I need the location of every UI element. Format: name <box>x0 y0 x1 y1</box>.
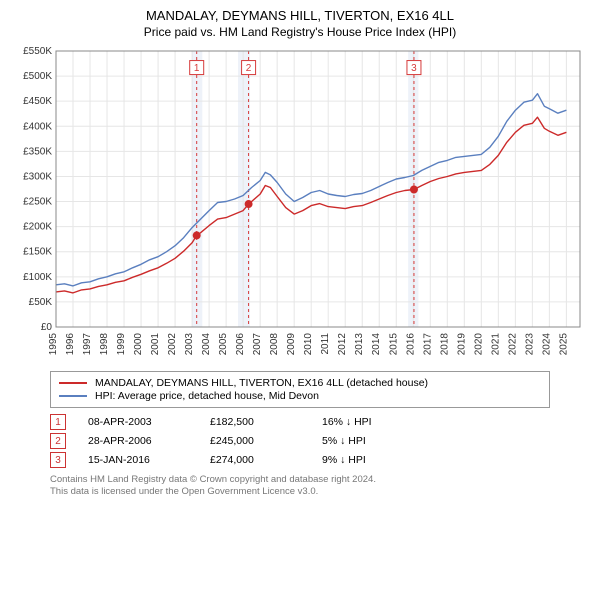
sale-date: 15-JAN-2016 <box>88 454 188 466</box>
sale-date: 08-APR-2003 <box>88 416 188 428</box>
svg-text:1997: 1997 <box>82 333 93 356</box>
svg-text:£300K: £300K <box>23 171 52 182</box>
sales-list: 1 08-APR-2003 £182,500 16% ↓ HPI 2 28-APR-200… <box>50 414 550 468</box>
sale-row: 3 15-JAN-2016 £274,000 9% ↓ HPI <box>50 452 550 468</box>
sale-row: 2 28-APR-2006 £245,000 5% ↓ HPI <box>50 433 550 449</box>
svg-text:2015: 2015 <box>388 333 399 356</box>
svg-text:£400K: £400K <box>23 121 52 132</box>
svg-text:2018: 2018 <box>439 333 450 356</box>
svg-text:2005: 2005 <box>218 333 229 356</box>
sale-delta: 9% ↓ HPI <box>322 454 412 466</box>
svg-text:2006: 2006 <box>235 333 246 356</box>
svg-text:2000: 2000 <box>133 333 144 356</box>
legend-label: HPI: Average price, detached house, Mid … <box>95 390 319 402</box>
legend-item: MANDALAY, DEYMANS HILL, TIVERTON, EX16 4… <box>59 377 541 389</box>
svg-text:2021: 2021 <box>490 333 501 356</box>
svg-text:2001: 2001 <box>150 333 161 356</box>
svg-text:2016: 2016 <box>405 333 416 356</box>
svg-text:1998: 1998 <box>99 333 110 356</box>
svg-text:2004: 2004 <box>201 333 212 356</box>
sale-index-box: 1 <box>50 414 66 430</box>
svg-text:1996: 1996 <box>65 333 76 356</box>
svg-text:2008: 2008 <box>269 333 280 356</box>
svg-text:2017: 2017 <box>422 333 433 356</box>
svg-text:2023: 2023 <box>524 333 535 356</box>
chart-title: MANDALAY, DEYMANS HILL, TIVERTON, EX16 4… <box>10 8 590 23</box>
svg-text:2: 2 <box>246 63 252 74</box>
footer-attribution: Contains HM Land Registry data © Crown c… <box>50 474 550 499</box>
svg-text:2002: 2002 <box>167 333 178 356</box>
svg-text:2012: 2012 <box>337 333 348 356</box>
svg-text:£450K: £450K <box>23 96 52 107</box>
legend: MANDALAY, DEYMANS HILL, TIVERTON, EX16 4… <box>50 371 550 408</box>
svg-text:1995: 1995 <box>48 333 59 356</box>
legend-swatch <box>59 382 87 384</box>
svg-text:£50K: £50K <box>29 297 53 308</box>
sale-date: 28-APR-2006 <box>88 435 188 447</box>
svg-text:2011: 2011 <box>320 333 331 355</box>
svg-text:£550K: £550K <box>23 46 52 57</box>
svg-text:1999: 1999 <box>116 333 127 356</box>
svg-text:£150K: £150K <box>23 247 52 258</box>
svg-text:2013: 2013 <box>354 333 365 356</box>
chart-plot: £0 £50K £100K £150K £200K £250K £300K £350K £400… <box>10 45 590 365</box>
svg-text:£500K: £500K <box>23 71 52 82</box>
sale-price: £245,000 <box>210 435 300 447</box>
svg-text:2003: 2003 <box>184 333 195 356</box>
line-chart-svg: £0 £50K £100K £150K £200K £250K £300K £350K £400… <box>10 45 590 365</box>
sale-delta: 16% ↓ HPI <box>322 416 412 428</box>
svg-text:2007: 2007 <box>252 333 263 356</box>
svg-text:2019: 2019 <box>456 333 467 356</box>
svg-text:£100K: £100K <box>23 272 52 283</box>
sale-price: £182,500 <box>210 416 300 428</box>
svg-text:2020: 2020 <box>473 333 484 356</box>
svg-text:£350K: £350K <box>23 146 52 157</box>
chart-container: MANDALAY, DEYMANS HILL, TIVERTON, EX16 4… <box>0 0 600 509</box>
footer-line-2: This data is licensed under the Open Gov… <box>50 486 550 498</box>
svg-text:2010: 2010 <box>303 333 314 356</box>
footer-line-1: Contains HM Land Registry data © Crown c… <box>50 474 550 486</box>
svg-text:2009: 2009 <box>286 333 297 356</box>
svg-text:2014: 2014 <box>371 333 382 356</box>
svg-text:2024: 2024 <box>541 333 552 356</box>
svg-text:1: 1 <box>194 63 200 74</box>
legend-swatch <box>59 395 87 397</box>
svg-text:2022: 2022 <box>507 333 518 356</box>
legend-label: MANDALAY, DEYMANS HILL, TIVERTON, EX16 4… <box>95 377 428 389</box>
chart-subtitle: Price paid vs. HM Land Registry's House … <box>10 25 590 39</box>
sale-row: 1 08-APR-2003 £182,500 16% ↓ HPI <box>50 414 550 430</box>
svg-text:2025: 2025 <box>558 333 569 356</box>
legend-item: HPI: Average price, detached house, Mid … <box>59 390 541 402</box>
svg-text:£0: £0 <box>41 322 53 333</box>
sale-index-box: 2 <box>50 433 66 449</box>
svg-text:£200K: £200K <box>23 222 52 233</box>
sale-price: £274,000 <box>210 454 300 466</box>
sale-delta: 5% ↓ HPI <box>322 435 412 447</box>
sale-index-box: 3 <box>50 452 66 468</box>
svg-text:£250K: £250K <box>23 197 52 208</box>
svg-text:3: 3 <box>411 63 417 74</box>
